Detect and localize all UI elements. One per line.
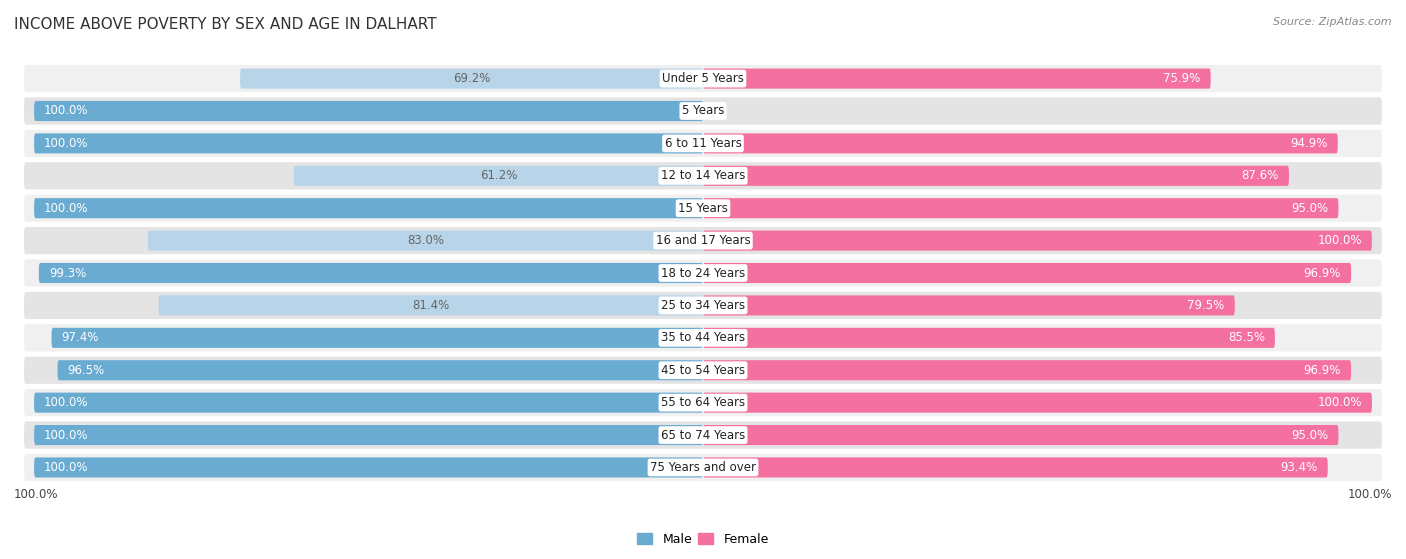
- Text: 85.5%: 85.5%: [1227, 331, 1265, 344]
- FancyBboxPatch shape: [24, 130, 1382, 157]
- FancyBboxPatch shape: [703, 425, 1339, 445]
- Text: 100.0%: 100.0%: [44, 396, 89, 409]
- FancyBboxPatch shape: [703, 392, 1372, 413]
- Text: 95.0%: 95.0%: [1291, 202, 1329, 215]
- FancyBboxPatch shape: [24, 357, 1382, 384]
- FancyBboxPatch shape: [24, 97, 1382, 125]
- FancyBboxPatch shape: [703, 263, 1351, 283]
- Text: 6 to 11 Years: 6 to 11 Years: [665, 137, 741, 150]
- Text: 15 Years: 15 Years: [678, 202, 728, 215]
- FancyBboxPatch shape: [52, 328, 703, 348]
- FancyBboxPatch shape: [24, 65, 1382, 92]
- FancyBboxPatch shape: [703, 69, 1211, 89]
- Text: 100.0%: 100.0%: [14, 489, 59, 501]
- Text: 94.9%: 94.9%: [1291, 137, 1327, 150]
- Text: 100.0%: 100.0%: [44, 461, 89, 474]
- Text: 100.0%: 100.0%: [44, 137, 89, 150]
- FancyBboxPatch shape: [159, 295, 703, 315]
- Text: 5 Years: 5 Years: [682, 105, 724, 117]
- Legend: Male, Female: Male, Female: [633, 528, 773, 551]
- FancyBboxPatch shape: [24, 421, 1382, 449]
- FancyBboxPatch shape: [703, 328, 1275, 348]
- Text: 100.0%: 100.0%: [1317, 396, 1362, 409]
- FancyBboxPatch shape: [34, 457, 703, 477]
- FancyBboxPatch shape: [58, 360, 703, 380]
- Text: 100.0%: 100.0%: [44, 105, 89, 117]
- Text: 97.4%: 97.4%: [62, 331, 98, 344]
- FancyBboxPatch shape: [34, 198, 703, 218]
- FancyBboxPatch shape: [24, 162, 1382, 190]
- FancyBboxPatch shape: [703, 457, 1327, 477]
- FancyBboxPatch shape: [34, 134, 703, 153]
- FancyBboxPatch shape: [24, 454, 1382, 481]
- Text: 81.4%: 81.4%: [412, 299, 450, 312]
- Text: 95.0%: 95.0%: [1291, 429, 1329, 442]
- FancyBboxPatch shape: [24, 292, 1382, 319]
- FancyBboxPatch shape: [703, 198, 1339, 218]
- Text: Source: ZipAtlas.com: Source: ZipAtlas.com: [1274, 17, 1392, 27]
- Text: 100.0%: 100.0%: [44, 202, 89, 215]
- Text: 99.3%: 99.3%: [49, 267, 86, 280]
- Text: 96.9%: 96.9%: [1303, 364, 1341, 377]
- Text: Under 5 Years: Under 5 Years: [662, 72, 744, 85]
- FancyBboxPatch shape: [34, 101, 703, 121]
- FancyBboxPatch shape: [24, 259, 1382, 287]
- Text: 93.4%: 93.4%: [1281, 461, 1317, 474]
- Text: 61.2%: 61.2%: [479, 169, 517, 182]
- FancyBboxPatch shape: [34, 392, 703, 413]
- FancyBboxPatch shape: [148, 230, 703, 250]
- Text: 96.9%: 96.9%: [1303, 267, 1341, 280]
- Text: 75.9%: 75.9%: [1163, 72, 1201, 85]
- FancyBboxPatch shape: [703, 134, 1337, 153]
- Text: INCOME ABOVE POVERTY BY SEX AND AGE IN DALHART: INCOME ABOVE POVERTY BY SEX AND AGE IN D…: [14, 17, 437, 32]
- Text: 69.2%: 69.2%: [453, 72, 491, 85]
- Text: 87.6%: 87.6%: [1241, 169, 1279, 182]
- FancyBboxPatch shape: [294, 166, 703, 186]
- FancyBboxPatch shape: [703, 166, 1289, 186]
- Text: 100.0%: 100.0%: [1347, 489, 1392, 501]
- Text: 45 to 54 Years: 45 to 54 Years: [661, 364, 745, 377]
- FancyBboxPatch shape: [703, 295, 1234, 315]
- Text: 100.0%: 100.0%: [44, 429, 89, 442]
- FancyBboxPatch shape: [24, 195, 1382, 222]
- Text: 25 to 34 Years: 25 to 34 Years: [661, 299, 745, 312]
- Text: 65 to 74 Years: 65 to 74 Years: [661, 429, 745, 442]
- Text: 55 to 64 Years: 55 to 64 Years: [661, 396, 745, 409]
- FancyBboxPatch shape: [24, 389, 1382, 416]
- FancyBboxPatch shape: [24, 227, 1382, 254]
- Text: 12 to 14 Years: 12 to 14 Years: [661, 169, 745, 182]
- FancyBboxPatch shape: [24, 324, 1382, 352]
- FancyBboxPatch shape: [703, 230, 1372, 250]
- Text: 83.0%: 83.0%: [406, 234, 444, 247]
- Text: 100.0%: 100.0%: [1317, 234, 1362, 247]
- FancyBboxPatch shape: [39, 263, 703, 283]
- Text: 75 Years and over: 75 Years and over: [650, 461, 756, 474]
- Text: 35 to 44 Years: 35 to 44 Years: [661, 331, 745, 344]
- FancyBboxPatch shape: [240, 69, 703, 89]
- Text: 79.5%: 79.5%: [1188, 299, 1225, 312]
- Text: 16 and 17 Years: 16 and 17 Years: [655, 234, 751, 247]
- FancyBboxPatch shape: [703, 360, 1351, 380]
- Text: 18 to 24 Years: 18 to 24 Years: [661, 267, 745, 280]
- FancyBboxPatch shape: [34, 425, 703, 445]
- Text: 96.5%: 96.5%: [67, 364, 105, 377]
